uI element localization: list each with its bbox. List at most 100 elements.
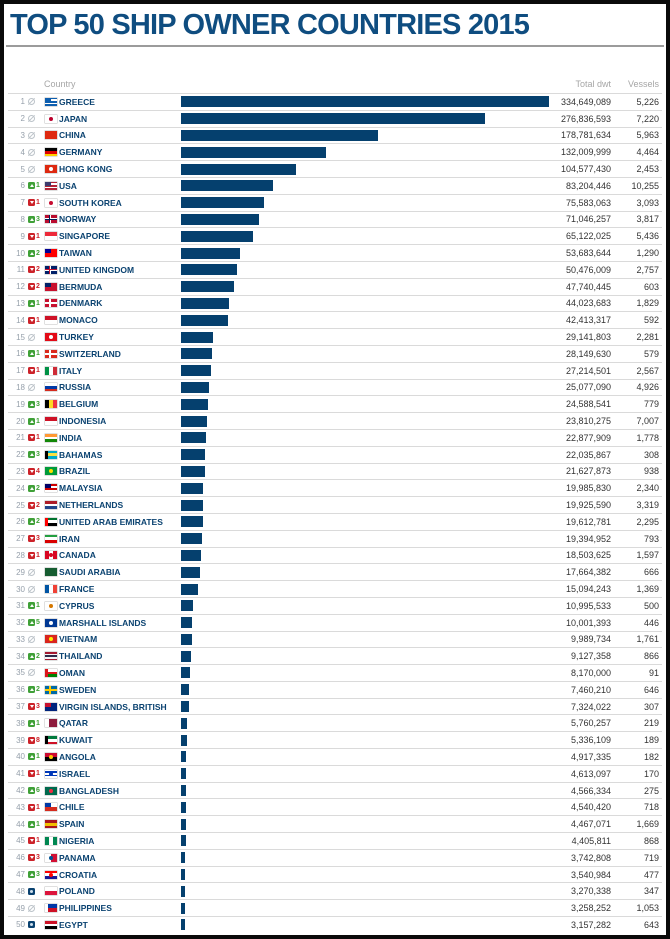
rank-nochange-icon bbox=[28, 383, 35, 391]
vessels-value: 2,757 bbox=[636, 264, 659, 275]
vessels-value: 2,453 bbox=[636, 164, 659, 175]
bar-track bbox=[181, 785, 549, 797]
dwt-bar bbox=[181, 230, 253, 242]
vessels-value: 1,669 bbox=[636, 819, 659, 830]
rank-up-icon bbox=[28, 686, 35, 694]
rank-number: 13 bbox=[16, 298, 25, 308]
country-name: DENMARK bbox=[59, 298, 103, 309]
total-dwt-value: 17,664,382 bbox=[565, 567, 611, 578]
dwt-bar bbox=[181, 667, 190, 679]
dwt-bar bbox=[181, 885, 185, 897]
country-name: BANGLADESH bbox=[59, 785, 119, 796]
country-name: RUSSIA bbox=[59, 382, 92, 393]
vessels-value: 579 bbox=[643, 348, 659, 359]
rank-change-amount: 1 bbox=[36, 182, 40, 190]
rank-number: 2 bbox=[20, 114, 25, 124]
rank-change: 1 bbox=[25, 316, 44, 324]
rank-change: 3 bbox=[25, 854, 44, 862]
rank-number: 42 bbox=[16, 786, 25, 796]
rank-number: 47 bbox=[16, 870, 25, 880]
total-dwt-value: 4,540,420 bbox=[570, 802, 611, 813]
total-dwt-value: 8,170,000 bbox=[570, 667, 611, 678]
rank-change: 1 bbox=[25, 837, 44, 845]
rank-change-amount: 1 bbox=[36, 602, 40, 610]
rank-number: 44 bbox=[16, 819, 25, 829]
rank-change: 2 bbox=[25, 518, 44, 526]
rank-number: 4 bbox=[20, 147, 25, 157]
country-flag-icon bbox=[44, 131, 59, 140]
total-dwt-value: 4,917,335 bbox=[570, 751, 611, 762]
vessels-value: 1,778 bbox=[636, 432, 659, 443]
vessels-value: 170 bbox=[643, 768, 659, 779]
table-row: 15 TURKEY 29,141,803 2,281 bbox=[8, 328, 662, 345]
rank-change: 1 bbox=[25, 770, 44, 778]
rank-new-icon bbox=[28, 921, 35, 929]
rank-new-icon bbox=[28, 887, 35, 895]
table-row: 29 SAUDI ARABIA 17,664,382 666 bbox=[8, 563, 662, 580]
dwt-bar bbox=[181, 465, 205, 477]
total-dwt-value: 276,836,593 bbox=[560, 113, 611, 124]
vessels-value: 477 bbox=[643, 869, 659, 880]
country-name: PHILIPPINES bbox=[59, 903, 112, 914]
country-flag-icon bbox=[44, 585, 59, 593]
rank-up-icon bbox=[28, 652, 35, 660]
rank-change-amount: 2 bbox=[36, 249, 40, 257]
vessels-value: 3,093 bbox=[636, 197, 659, 208]
rank-change: 1 bbox=[25, 719, 44, 727]
rank-nochange-icon bbox=[28, 115, 35, 123]
rank-change-amount: 1 bbox=[36, 820, 40, 828]
dwt-bar bbox=[181, 801, 186, 813]
country-flag-icon bbox=[44, 165, 59, 174]
table-row: 14 1 MONACO 42,413,317 592 bbox=[8, 311, 662, 328]
table-row: 9 1 SINGAPORE 65,122,025 5,436 bbox=[8, 227, 662, 244]
dwt-bar bbox=[181, 213, 260, 225]
rank-nochange-icon bbox=[28, 148, 35, 156]
dwt-bar bbox=[181, 684, 190, 696]
rank-number: 10 bbox=[16, 248, 25, 258]
vessels-value: 938 bbox=[643, 466, 659, 477]
country-name: GREECE bbox=[59, 96, 95, 107]
country-name: ITALY bbox=[59, 365, 83, 376]
dwt-bar bbox=[181, 113, 486, 125]
rank-change bbox=[25, 165, 44, 173]
rank-up-icon bbox=[28, 719, 35, 727]
dwt-bar bbox=[181, 852, 186, 864]
rank-change bbox=[25, 333, 44, 341]
bar-track bbox=[181, 902, 549, 914]
total-dwt-value: 4,613,097 bbox=[570, 768, 611, 779]
bar-track bbox=[181, 381, 549, 393]
country-name: EGYPT bbox=[59, 919, 88, 930]
total-dwt-value: 5,760,257 bbox=[570, 718, 611, 729]
rank-number: 31 bbox=[16, 601, 25, 611]
table-row: 47 3 CROATIA 3,540,984 477 bbox=[8, 865, 662, 883]
rank-number: 26 bbox=[16, 517, 25, 527]
table-row: 10 2 TAIWAN 53,683,644 1,290 bbox=[8, 244, 662, 261]
country-name: THAILAND bbox=[59, 651, 103, 662]
country-name: SAUDI ARABIA bbox=[59, 567, 121, 578]
bar-track bbox=[181, 197, 549, 209]
rank-change: 2 bbox=[25, 266, 44, 274]
rank-nochange-icon bbox=[28, 585, 35, 593]
rank-down-icon bbox=[28, 467, 35, 475]
dwt-bar bbox=[181, 818, 186, 830]
bar-track bbox=[181, 465, 549, 477]
rank-change-amount: 5 bbox=[36, 619, 40, 627]
country-flag-icon bbox=[44, 215, 59, 224]
table-row: 37 3 VIRGIN ISLANDS, BRITISH 7,324,022 3… bbox=[8, 697, 662, 715]
vessels-value: 182 bbox=[643, 751, 659, 762]
country-name: USA bbox=[59, 180, 77, 191]
vessels-value: 446 bbox=[643, 617, 659, 628]
total-dwt-value: 42,413,317 bbox=[565, 315, 611, 326]
rank-number: 6 bbox=[20, 181, 25, 191]
table-row: 24 2 MALAYSIA 19,985,830 2,340 bbox=[8, 479, 662, 496]
rank-down-icon bbox=[28, 770, 35, 778]
rank-change: 8 bbox=[25, 736, 44, 744]
table-row: 13 1 DENMARK 44,023,683 1,829 bbox=[8, 294, 662, 312]
rank-down-icon bbox=[28, 232, 35, 240]
country-name: JAPAN bbox=[59, 113, 88, 124]
rank-nochange-icon bbox=[28, 333, 35, 341]
bar-track bbox=[181, 281, 549, 293]
rank-change bbox=[25, 98, 44, 106]
title-divider bbox=[6, 45, 664, 47]
rank-down-icon bbox=[28, 434, 35, 442]
